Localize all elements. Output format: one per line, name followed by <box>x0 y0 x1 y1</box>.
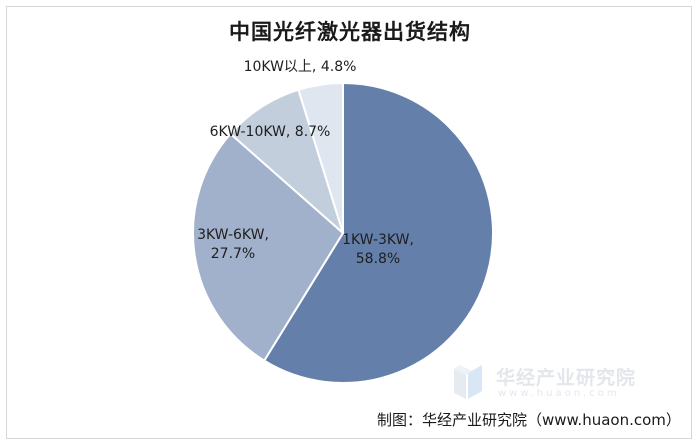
pie-slice-3kw-6kw <box>192 132 345 363</box>
pie-slice-10kw <box>297 81 344 234</box>
chart-title: 中国光纤激光器出货结构 <box>229 19 471 44</box>
pie-slice-1kw-3kw <box>262 81 494 384</box>
source-note: 制图：华经产业研究院（www.huaon.com） <box>377 411 681 429</box>
slice-label-4: 10KW以上, 4.8% <box>244 59 357 75</box>
watermark: 华经产业研究院 www.huaon.com <box>452 363 692 403</box>
pie-slice-6kw-10kw <box>229 88 346 237</box>
slice-label-1: 1KW-3KW, 58.8% <box>342 232 414 267</box>
watermark-url: www.huaon.com <box>498 388 620 399</box>
watermark-name: 华经产业研究院 <box>496 367 637 389</box>
slice-label-2: 3KW-6KW, 27.7% <box>197 227 269 262</box>
slice-label-3: 6KW-10KW, 8.7% <box>210 124 331 140</box>
huaon-logo-icon <box>454 365 482 399</box>
